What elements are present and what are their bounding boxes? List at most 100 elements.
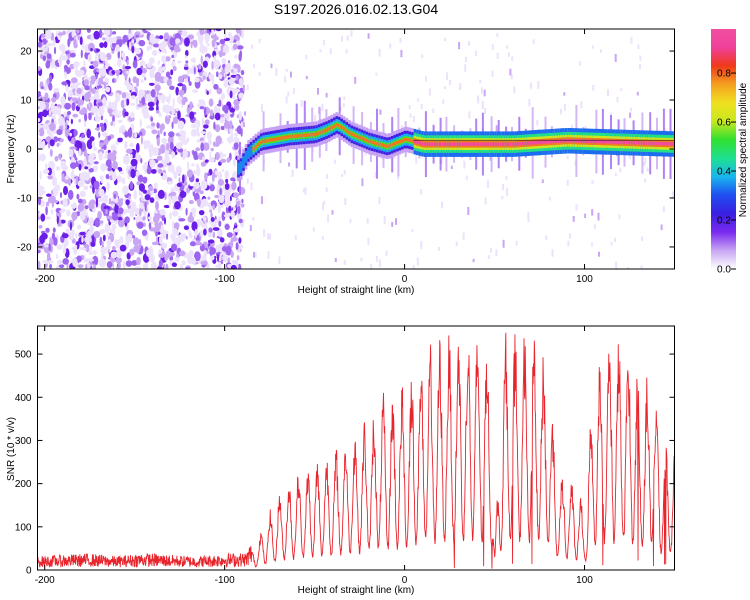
spectrogram-cell — [89, 83, 92, 92]
y-tick-label: 0 — [26, 566, 32, 577]
spectrogram-cell — [114, 69, 121, 74]
spectrogram-cell — [109, 37, 113, 48]
spectrogram-cell — [142, 263, 147, 269]
spectrogram-cell — [129, 248, 135, 256]
spectrogram-cell — [275, 68, 278, 76]
spectrogram-cell — [174, 238, 177, 244]
spectrogram-cell — [87, 42, 95, 52]
spectrogram-cell — [135, 77, 140, 84]
spectrogram-cell — [340, 125, 344, 130]
spectrogram-cell — [148, 106, 155, 111]
spectrogram-cell — [80, 133, 85, 139]
spectrogram-cell — [490, 247, 493, 253]
spectrogram-cell — [198, 36, 202, 45]
spectrogram-cell — [71, 29, 75, 38]
spectrogram-cell — [290, 71, 292, 78]
spectrogram-cell — [346, 35, 349, 41]
spectrogram-cell — [233, 63, 240, 69]
spectrogram-cell — [238, 218, 243, 224]
spectrogram-cell — [46, 252, 51, 262]
spectrogram-cell — [164, 217, 166, 225]
spectrogram-cell — [97, 102, 103, 107]
spectrogram-cell — [198, 79, 204, 82]
spectrogram-cell — [63, 185, 68, 196]
spectrogram-cell — [83, 244, 90, 249]
spectrogram-cell — [148, 185, 154, 192]
spectrogram-cell — [579, 61, 582, 66]
spectrogram-cell — [646, 167, 649, 172]
spectrogram-cell — [125, 148, 133, 154]
spectrogram-cell — [637, 44, 640, 50]
spectrogram-cell — [159, 235, 163, 245]
spectrogram-cell — [94, 127, 101, 131]
spectrogram-cell — [112, 115, 115, 123]
spectrogram-cell — [60, 138, 64, 143]
spectrogram-cell — [171, 121, 174, 129]
spectrogram-cell — [235, 242, 239, 251]
spectrogram-cell — [92, 250, 97, 256]
spectrogram-cell — [375, 72, 378, 76]
spectrogram-cell — [181, 97, 186, 106]
spectrogram-cell — [236, 200, 241, 206]
spectrogram-cell — [220, 114, 225, 118]
spectrogram-cell — [230, 250, 234, 258]
spectrogram-cell — [297, 134, 301, 138]
spectrogram-cell — [200, 142, 205, 152]
spectrogram-cell — [217, 171, 223, 181]
spectrogram-cell — [99, 42, 105, 48]
spectrogram-cell — [213, 59, 221, 69]
spectrogram-cell — [173, 171, 178, 180]
spectrogram-cell — [68, 148, 74, 158]
spectrogram-cell — [71, 168, 75, 176]
spectrogram-cell — [469, 142, 472, 146]
spectrogram-cell — [85, 152, 89, 163]
spectrogram-cell — [287, 135, 291, 139]
spectrogram-cell — [225, 178, 229, 184]
spectrogram-cell — [177, 120, 185, 130]
spectrogram-cell — [148, 253, 155, 263]
spectrogram-cell — [84, 205, 89, 210]
spectrogram-cell — [385, 144, 389, 148]
spectrogram-cell — [292, 87, 295, 94]
spectrogram-cell — [395, 141, 399, 145]
spectrogram-cell — [216, 87, 223, 95]
spectrogram-cell — [545, 235, 548, 240]
spectrogram-cell — [106, 240, 112, 246]
spectrogram-cell — [92, 255, 99, 266]
spectrogram-cell — [626, 267, 629, 269]
spectrogram-cell — [182, 148, 188, 159]
spectrogram-cell — [188, 81, 192, 86]
spectrogram-cell — [56, 264, 60, 269]
spectrogram-cell — [211, 60, 214, 70]
spectrogram-cell — [409, 113, 412, 118]
spectrogram-cell — [49, 149, 53, 157]
spectrogram-cell — [98, 151, 103, 161]
spectrogram-cell — [191, 207, 197, 215]
spectrogram-cell — [335, 123, 339, 127]
spectrogram-cell — [121, 51, 126, 59]
spectrogram-cell — [496, 33, 499, 37]
spectrogram-cell — [65, 55, 68, 61]
spectrogram-cell — [343, 127, 346, 131]
spectrogram-cell — [45, 163, 48, 171]
spectrogram-cell — [192, 89, 199, 93]
spectrogram-cell — [501, 195, 504, 200]
spectrogram-cell — [37, 180, 40, 187]
spectrogram-cell — [171, 262, 177, 268]
spectrogram-cell — [207, 139, 212, 146]
spectrogram-cell — [210, 247, 216, 255]
spectrogram-cell — [238, 52, 242, 62]
spectrogram-cell — [58, 264, 65, 269]
spectrogram-cell — [291, 169, 294, 177]
spectrogram-cell — [127, 204, 130, 209]
spectrogram-cell — [137, 174, 144, 183]
spectrogram-cell — [183, 66, 189, 70]
spectrogram-cell — [181, 104, 184, 108]
spectrogram-cell — [643, 162, 645, 167]
spectrogram-cell — [259, 140, 263, 144]
spectrogram-cell — [79, 231, 86, 236]
spectrogram-cell — [110, 101, 118, 111]
spectrogram-cell — [521, 141, 525, 146]
